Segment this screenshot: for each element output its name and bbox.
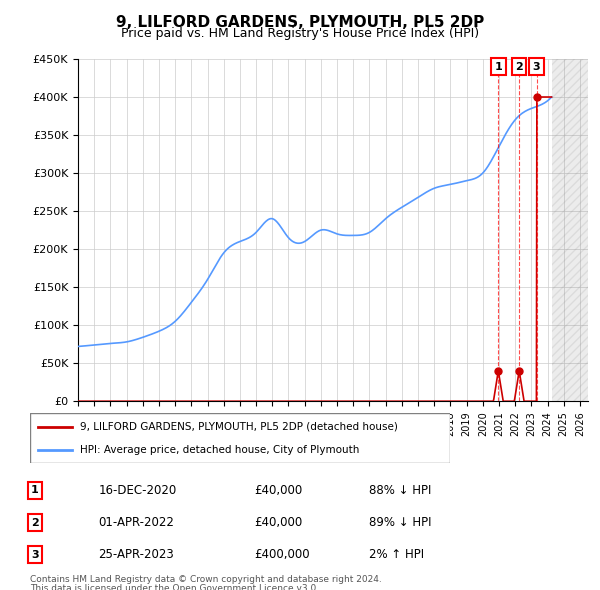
- Text: 16-DEC-2020: 16-DEC-2020: [98, 484, 176, 497]
- Text: 9, LILFORD GARDENS, PLYMOUTH, PL5 2DP (detached house): 9, LILFORD GARDENS, PLYMOUTH, PL5 2DP (d…: [80, 421, 398, 431]
- Text: 1: 1: [494, 61, 502, 71]
- Text: 2: 2: [515, 61, 523, 71]
- Text: 2% ↑ HPI: 2% ↑ HPI: [369, 548, 424, 561]
- FancyBboxPatch shape: [30, 413, 450, 463]
- Text: £40,000: £40,000: [254, 516, 302, 529]
- Text: 89% ↓ HPI: 89% ↓ HPI: [369, 516, 431, 529]
- Text: 01-APR-2022: 01-APR-2022: [98, 516, 174, 529]
- Text: Price paid vs. HM Land Registry's House Price Index (HPI): Price paid vs. HM Land Registry's House …: [121, 27, 479, 40]
- Text: Contains HM Land Registry data © Crown copyright and database right 2024.: Contains HM Land Registry data © Crown c…: [30, 575, 382, 584]
- Bar: [551, 59, 588, 401]
- Text: 2: 2: [31, 517, 39, 527]
- Text: 88% ↓ HPI: 88% ↓ HPI: [369, 484, 431, 497]
- Text: 3: 3: [533, 61, 541, 71]
- Text: 3: 3: [31, 550, 39, 560]
- Text: HPI: Average price, detached house, City of Plymouth: HPI: Average price, detached house, City…: [80, 445, 360, 455]
- Text: 1: 1: [31, 486, 39, 496]
- Text: £400,000: £400,000: [254, 548, 310, 561]
- Text: 9, LILFORD GARDENS, PLYMOUTH, PL5 2DP: 9, LILFORD GARDENS, PLYMOUTH, PL5 2DP: [116, 15, 484, 30]
- Text: £40,000: £40,000: [254, 484, 302, 497]
- Text: This data is licensed under the Open Government Licence v3.0.: This data is licensed under the Open Gov…: [30, 584, 319, 590]
- Text: 25-APR-2023: 25-APR-2023: [98, 548, 174, 561]
